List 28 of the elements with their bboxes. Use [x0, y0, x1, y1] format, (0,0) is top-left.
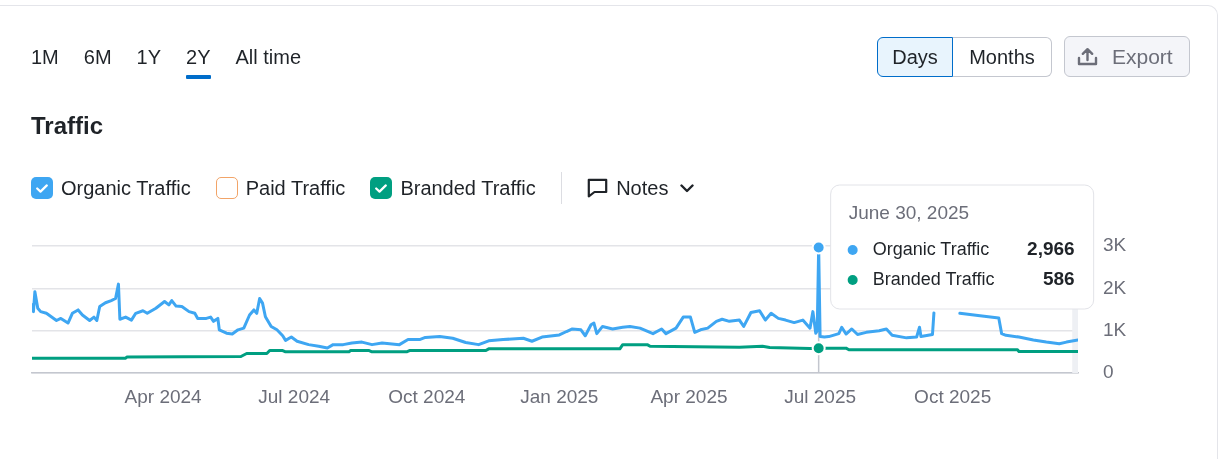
x-tick-label: Oct 2024: [388, 385, 466, 407]
text: Branded Traffic: [400, 177, 536, 199]
legend-label: Organic Traffic: [872, 238, 990, 259]
x-tick-label: Oct 2025: [914, 385, 992, 407]
legend-label: Branded Traffic: [872, 268, 995, 289]
y-tick-label: 3K: [1103, 234, 1127, 256]
annotation: 586: [1042, 268, 1075, 290]
text: 1Y: [136, 46, 162, 68]
text: Organic Traffic: [61, 177, 191, 199]
y-tick-label: 2K: [1103, 276, 1127, 298]
text: Notes: [616, 177, 669, 199]
y-tick-label: 0: [1103, 361, 1114, 383]
legend-label: Paid Traffic: [245, 177, 346, 199]
x-tick-label: Jan 2025: [520, 385, 599, 407]
text: 1M: [31, 46, 59, 68]
chart-title: Traffic: [31, 112, 104, 139]
x-tick-label: Jul 2024: [258, 385, 331, 407]
text: 6M: [83, 46, 112, 68]
text: All time: [235, 46, 302, 68]
text: 2Y: [186, 46, 211, 68]
annotation: 2,966: [1027, 238, 1075, 260]
x-tick-label: Jul 2025: [784, 385, 857, 407]
x-tick-label: Apr 2025: [650, 385, 728, 407]
y-tick-label: 1K: [1103, 318, 1127, 340]
segmented-control: Days Months: [877, 37, 1052, 77]
text: June 30, 2025: [848, 202, 970, 224]
x-tick-label: Apr 2024: [124, 385, 203, 407]
button: Export: [1064, 36, 1190, 77]
